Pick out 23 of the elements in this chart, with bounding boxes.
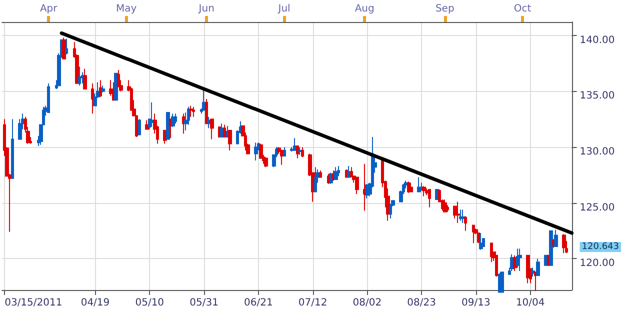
y-tick-label: 125.00 [580, 202, 615, 214]
x-tick-label: 10/04 [516, 298, 545, 308]
x-tick-label: 03/15/2011 [4, 298, 62, 308]
x2-tick-label: Aug [354, 4, 374, 14]
x2-tick-label: May [116, 4, 137, 14]
x2-tick-label: Apr [40, 4, 58, 14]
x2-tick-label: Sep [435, 4, 454, 14]
y-tick-label: 140.00 [580, 34, 615, 46]
x-tick-label: 08/02 [352, 298, 382, 308]
x2-tick-label: Jul [277, 4, 290, 14]
y-tick-label: 120.00 [580, 258, 615, 270]
x-tick-label: 08/23 [407, 298, 436, 308]
x-tick-label: 07/12 [298, 298, 328, 308]
x-tick-label: 04/19 [80, 298, 110, 308]
x-tick-label: 05/31 [190, 298, 218, 308]
x2-tick-label: Jun [198, 4, 214, 14]
x2-tick-label: Oct [514, 4, 532, 14]
x-tick-label: 09/13 [462, 298, 490, 308]
y-tick-label: 135.00 [580, 90, 615, 102]
x-tick-label: 05/10 [135, 298, 164, 308]
y-tick-label: 130.00 [580, 146, 615, 158]
x-tick-label: 06/21 [244, 298, 273, 308]
text: 120.643 [582, 242, 619, 252]
